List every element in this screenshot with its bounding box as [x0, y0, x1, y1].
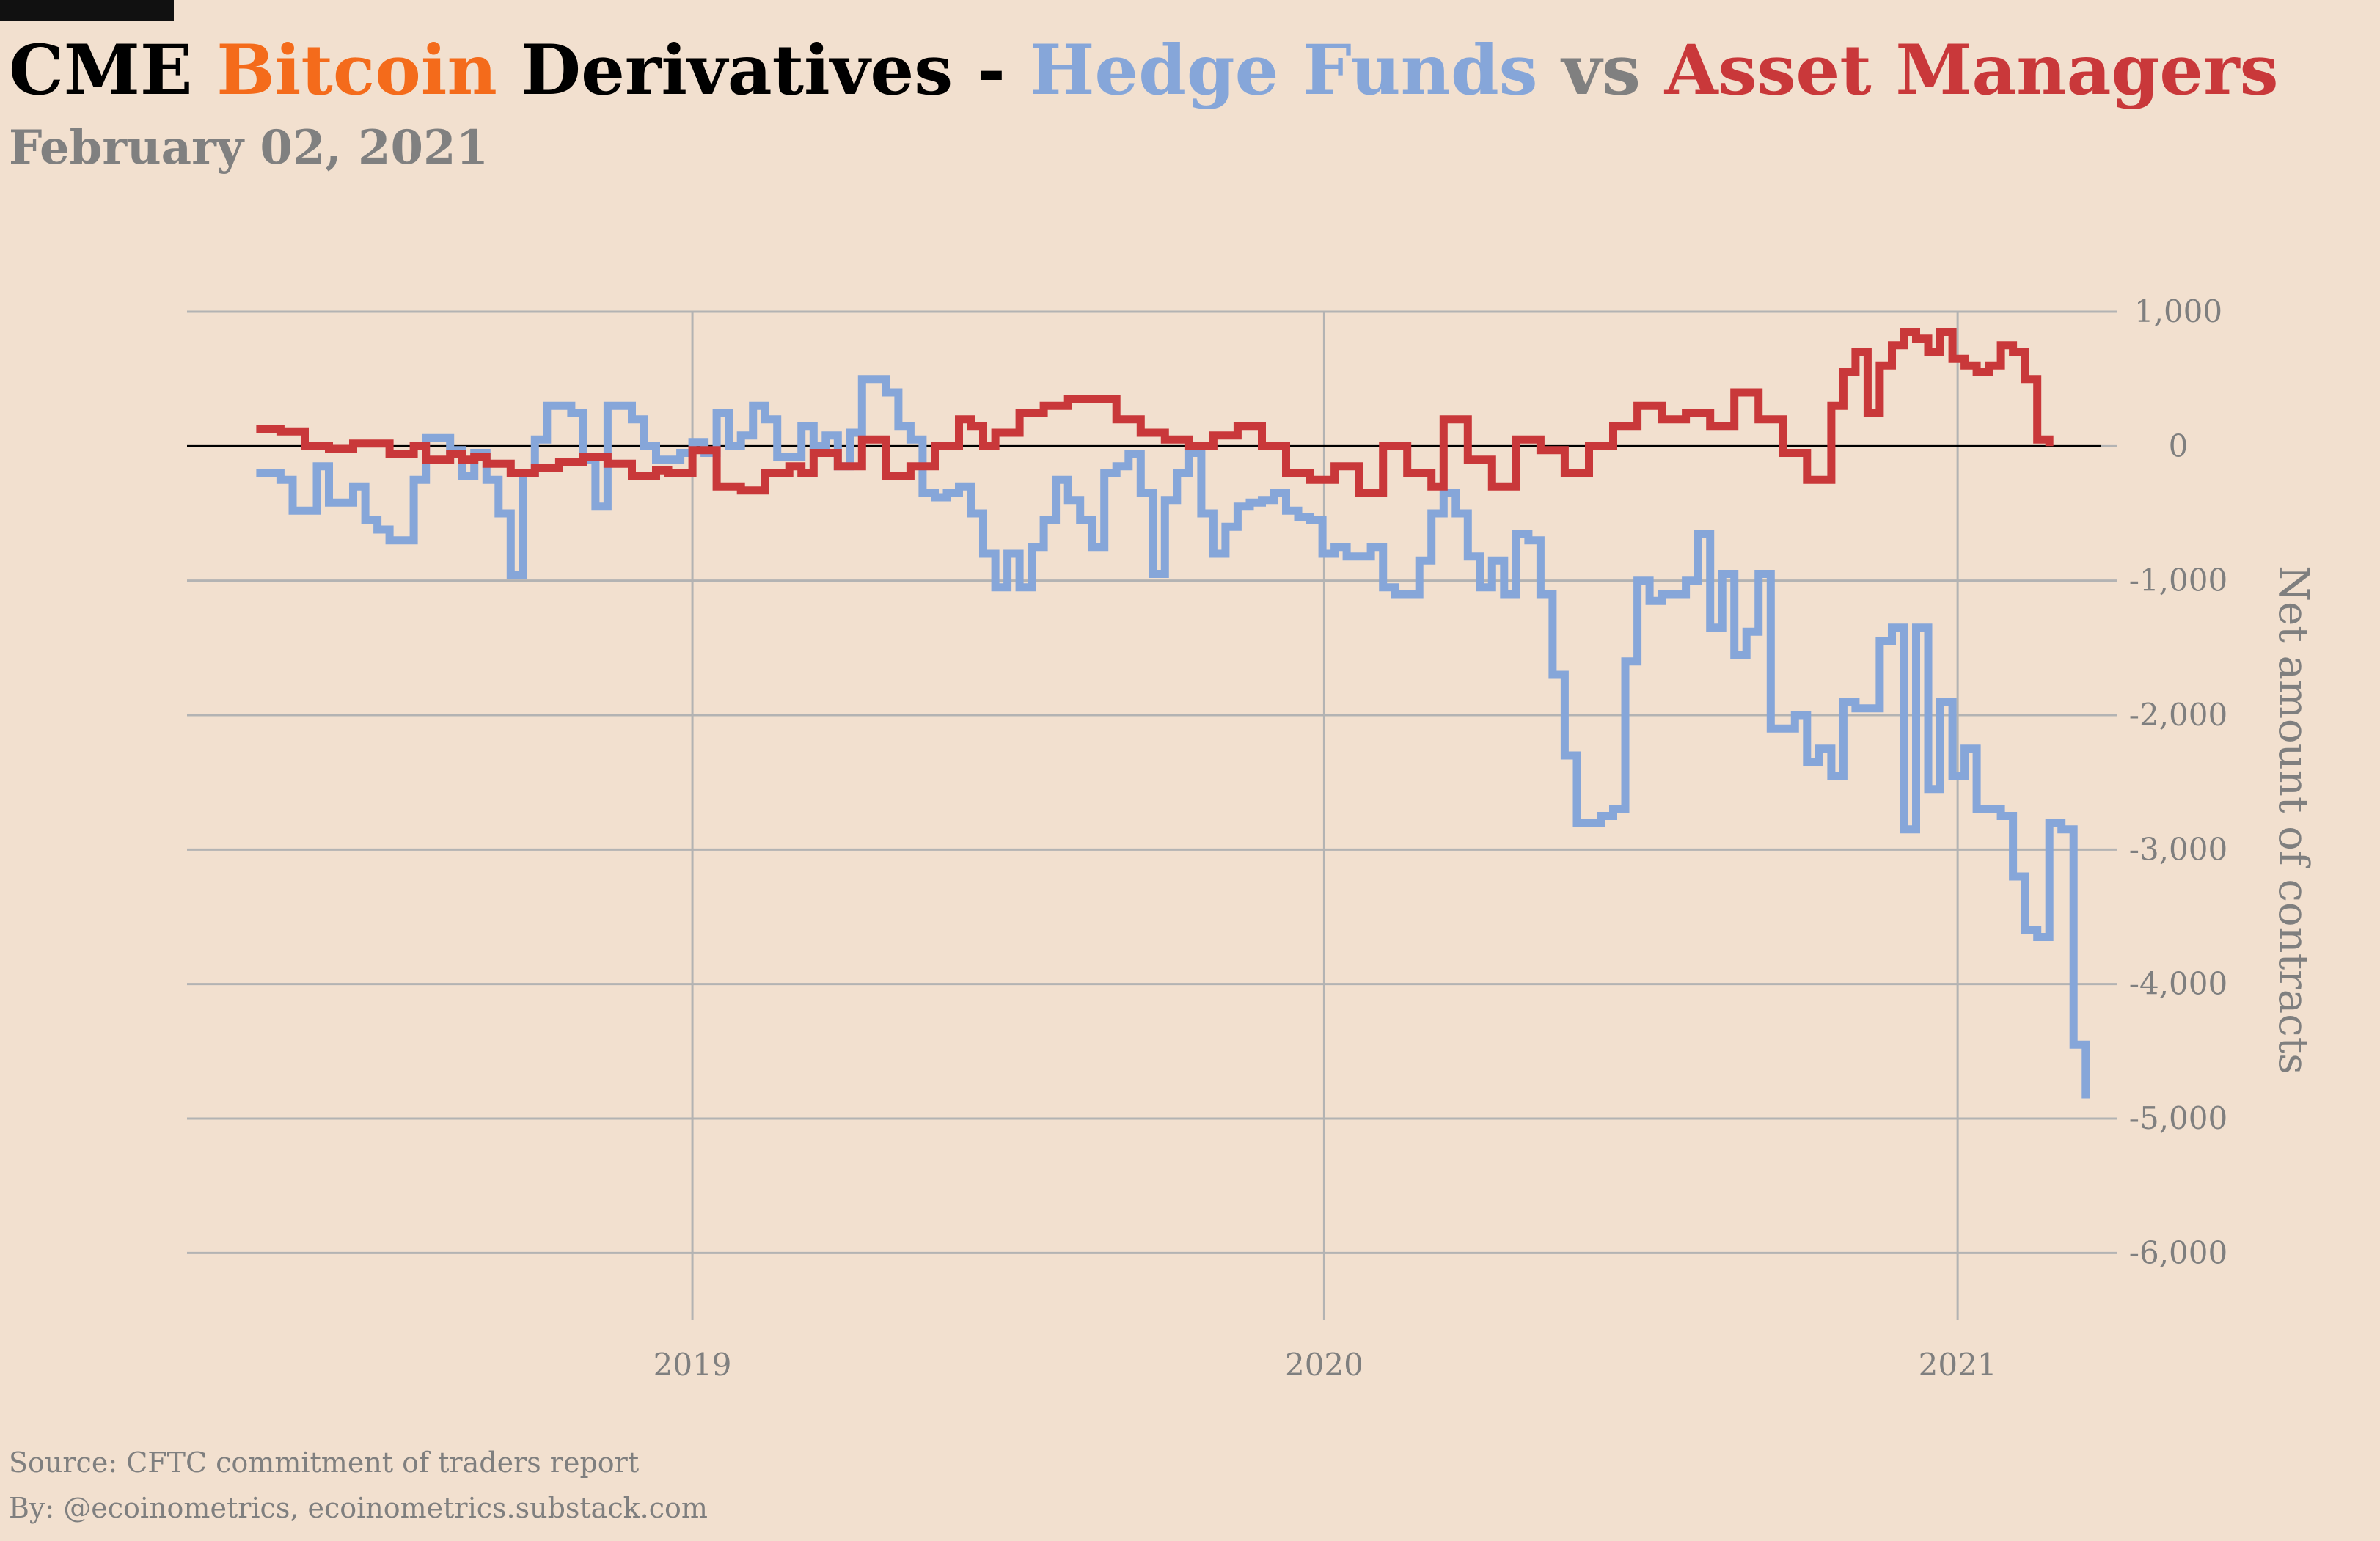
chart-title: CME Bitcoin Derivatives - Hedge Funds vs…	[9, 31, 2279, 110]
chart-subtitle: February 02, 2021	[9, 120, 489, 175]
y-tick-label: -6,000	[2129, 1234, 2227, 1270]
title-part-derivatives: Derivatives -	[497, 30, 1030, 111]
series-line-asset-managers	[256, 328, 2054, 497]
y-tick-label: -4,000	[2129, 966, 2227, 1002]
title-part-vs: vs	[1537, 30, 1665, 111]
source-note: Source: CFTC commitment of traders repor…	[9, 1446, 640, 1479]
y-tick-label: 0	[2169, 428, 2189, 464]
y-tick-label: -5,000	[2129, 1100, 2227, 1136]
x-tick-label: 2020	[1285, 1347, 1363, 1383]
y-tick-label: -2,000	[2129, 697, 2227, 733]
title-part-bitcoin: Bitcoin	[216, 30, 497, 111]
y-tick-label: -3,000	[2129, 831, 2227, 867]
title-part-cme: CME	[9, 30, 217, 111]
y-tick-label: -1,000	[2129, 563, 2227, 599]
y-axis-label: Net amount of contracts	[2269, 565, 2317, 1075]
series-line-hedge-funds	[256, 375, 2090, 1099]
title-part-hedge-funds: Hedge Funds	[1029, 30, 1538, 111]
corner-bar	[0, 0, 174, 21]
title-part-asset-managers: Asset Managers	[1664, 30, 2279, 111]
x-tick-label: 2021	[1919, 1347, 1997, 1383]
byline: By: @ecoinometrics, ecoinometrics.substa…	[9, 1492, 708, 1524]
x-tick-label: 2019	[653, 1347, 732, 1383]
y-tick-label: 1,000	[2134, 293, 2222, 329]
